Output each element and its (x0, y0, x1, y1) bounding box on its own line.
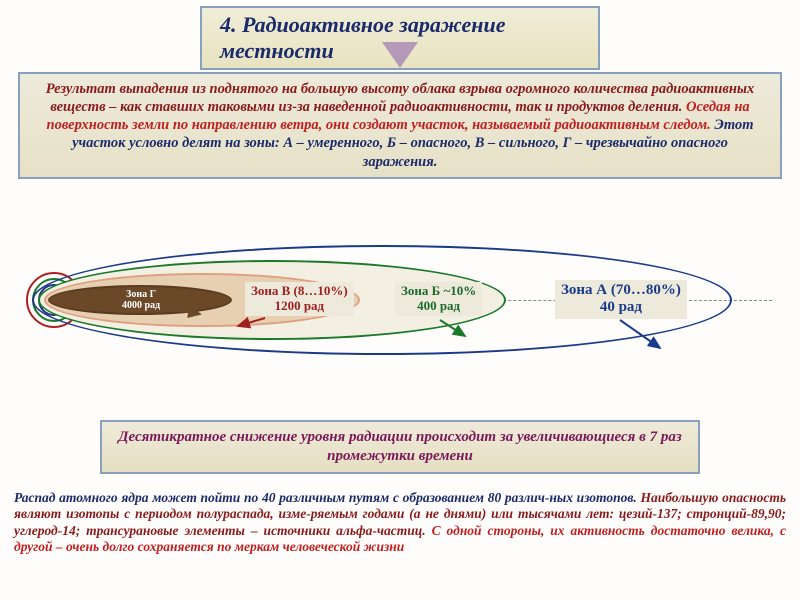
zone-v-label: Зона В (8…10%) 1200 рад (245, 282, 354, 316)
intro-sent1: Результат выпадения из поднятого на боль… (46, 81, 754, 115)
zone-g-label: Зона Г 4000 рад (96, 289, 186, 311)
arrow-down-icon (382, 42, 418, 68)
bottom-paragraph: Распад атомного ядра может пойти по 40 р… (14, 490, 786, 556)
intro-paragraph: Результат выпадения из поднятого на боль… (18, 72, 782, 179)
zone-b-label: Зона Б ~10% 400 рад (395, 282, 482, 316)
bottom-s1: Распад атомного ядра может пойти по 40 р… (14, 490, 640, 505)
decay-note: Десятикратное снижение уровня радиации п… (100, 420, 700, 474)
contamination-diagram: Зона Г 4000 рад Зона В (8…10%) 1200 рад … (0, 240, 800, 410)
zone-a-label: Зона А (70…80%) 40 рад (555, 280, 687, 319)
